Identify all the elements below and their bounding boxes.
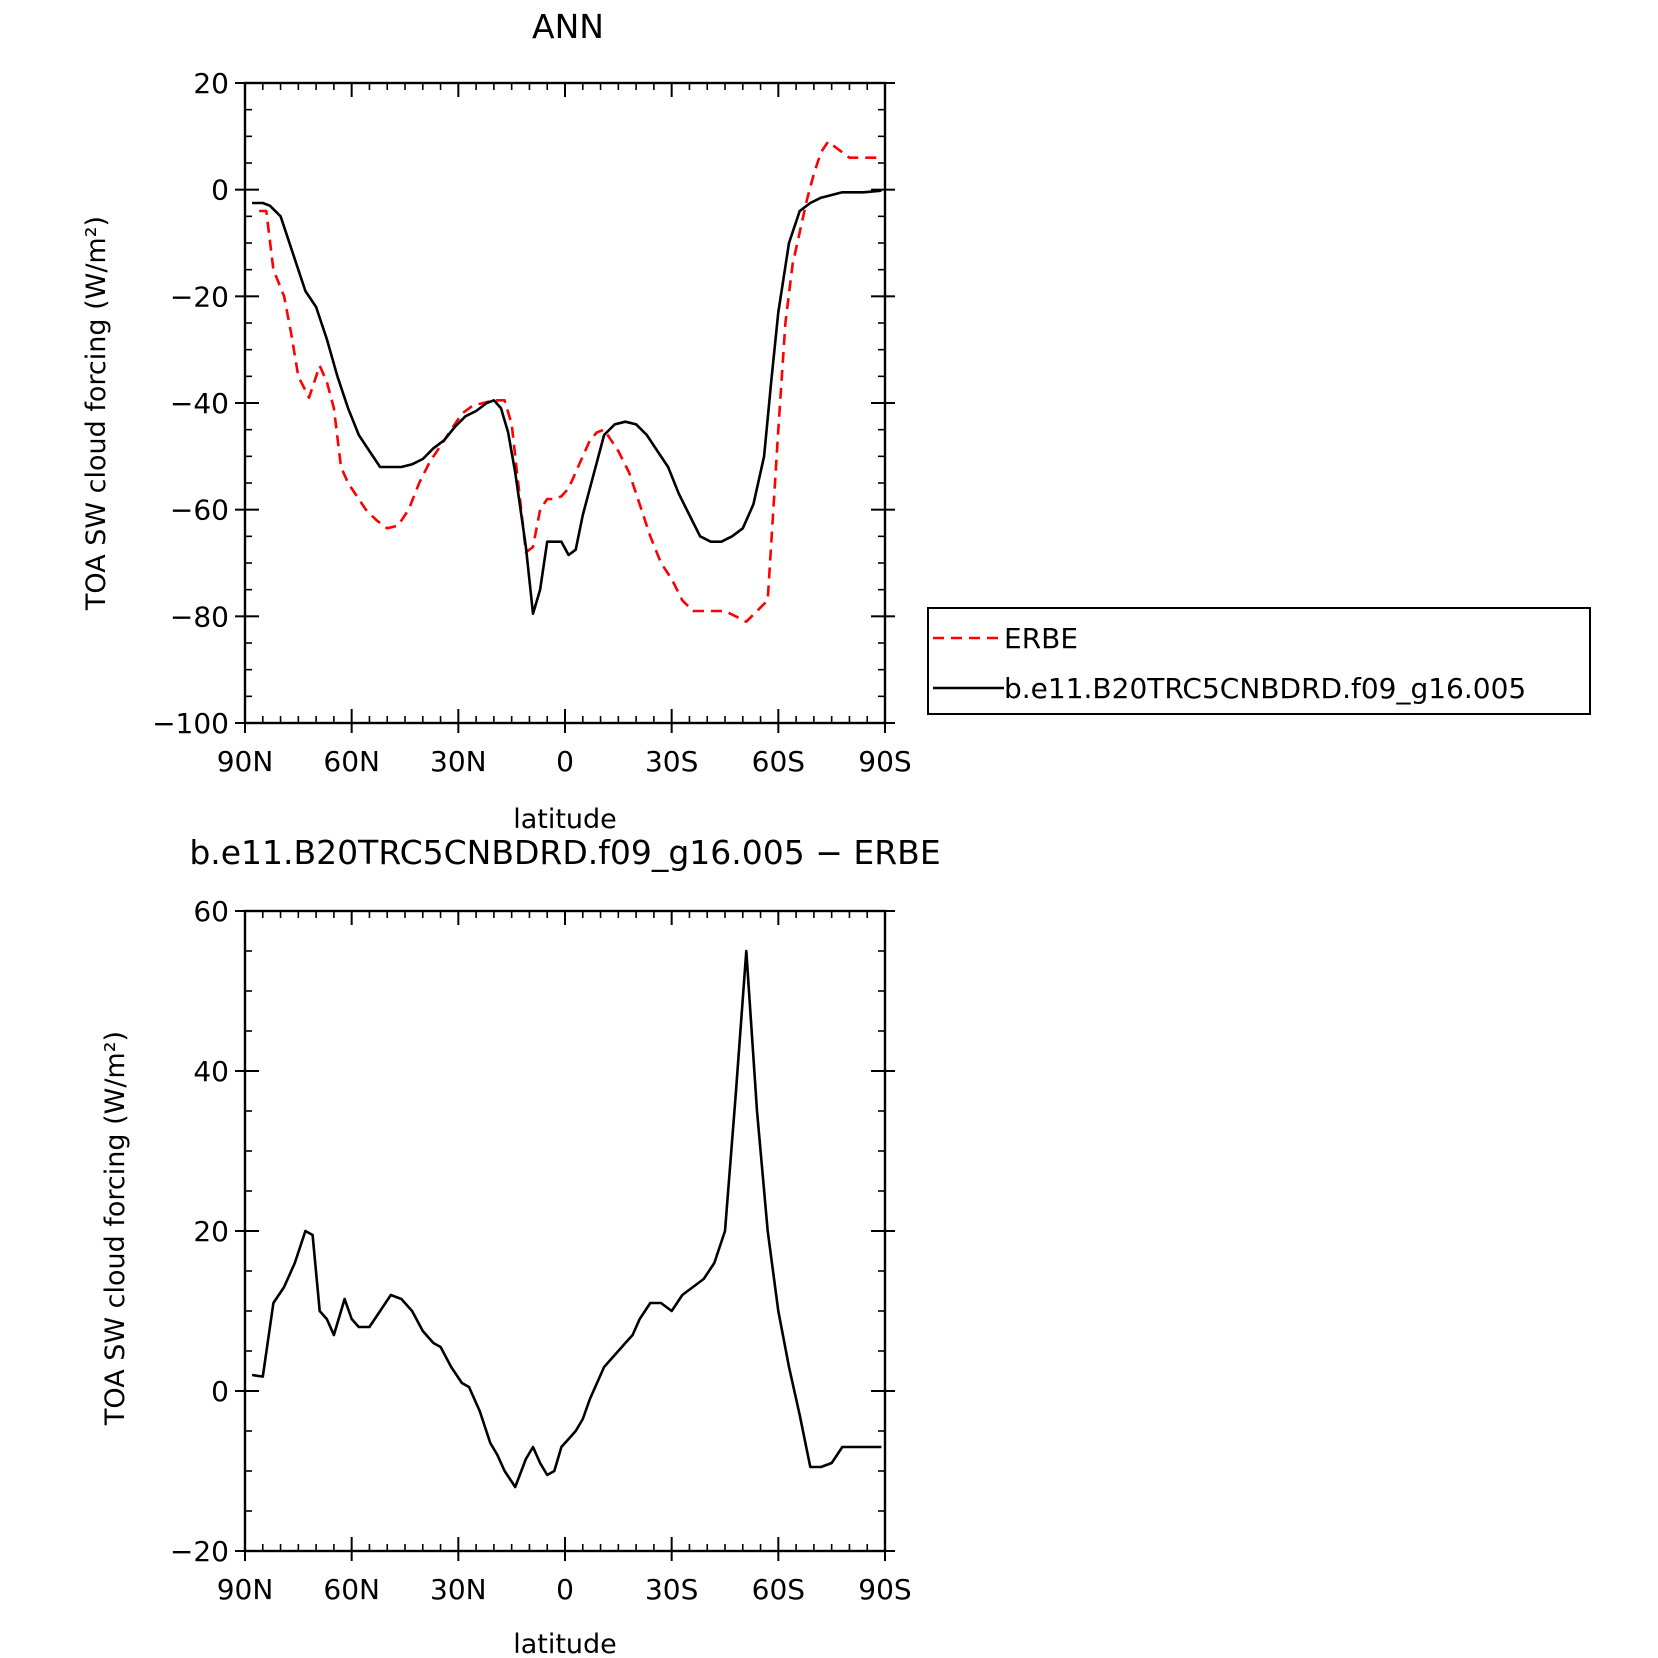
top-panel-frame	[243, 81, 887, 725]
top-panel-series	[252, 140, 882, 624]
top-ytick-label: −80	[170, 600, 229, 633]
bottom-panel-ticks	[235, 910, 895, 1561]
bottom-xtick-label: 90N	[217, 1573, 274, 1606]
bottom-panel: b.e11.B20TRC5CNBDRD.f09_g16.005 − ERBE 9…	[100, 833, 941, 1658]
legend-erbe-label: ERBE	[1004, 622, 1078, 655]
bottom-panel-xlabel: latitude	[513, 1629, 617, 1658]
bottom-series-line-0	[251, 949, 882, 1489]
top-xtick-label: 30S	[645, 745, 698, 778]
top-panel-title: ANN	[532, 7, 604, 46]
top-ytick-label: −40	[170, 387, 229, 420]
bottom-panel-series	[251, 949, 882, 1489]
top-panel-tick-labels: 90N 60N 30N 0 30S 60S 90S 20 0 −20 −40 −60 −80 −100	[152, 67, 912, 778]
bottom-ytick-label: 20	[193, 1215, 229, 1248]
top-ytick-label: −100	[152, 707, 229, 740]
legend-box	[927, 607, 1591, 715]
top-panel-ylabel: TOA SW cloud forcing (W/m²)	[81, 216, 112, 611]
top-ytick-label: −20	[170, 280, 229, 313]
top-xtick-label: 60N	[323, 745, 380, 778]
bottom-xtick-label: 90S	[858, 1573, 911, 1606]
bottom-xtick-label: 60S	[752, 1573, 805, 1606]
bottom-xtick-label: 30S	[645, 1573, 698, 1606]
top-series-line-1	[252, 189, 882, 616]
top-ytick-label: 0	[211, 174, 229, 207]
bottom-xtick-label: 30N	[430, 1573, 487, 1606]
top-xtick-label: 90N	[217, 745, 274, 778]
bottom-ytick-label: 0	[211, 1375, 229, 1408]
top-xtick-label: 60S	[752, 745, 805, 778]
bottom-ytick-label: 60	[193, 895, 229, 928]
top-series-line-0	[259, 140, 878, 624]
top-ytick-label: −60	[170, 494, 229, 527]
legend-model-label: b.e11.B20TRC5CNBDRD.f09_g16.005	[1004, 672, 1526, 705]
top-xtick-label: 90S	[858, 745, 911, 778]
top-xtick-label: 30N	[430, 745, 487, 778]
bottom-xtick-label: 0	[556, 1573, 574, 1606]
bottom-ytick-label: −20	[170, 1535, 229, 1568]
bottom-xtick-label: 60N	[323, 1573, 380, 1606]
bottom-panel-frame	[243, 909, 887, 1553]
top-panel: ANN 90N 60N 30N 0 30S 60S 90S 20 0 −20 −40 −60 −80 −1…	[81, 7, 912, 835]
top-panel-xlabel: latitude	[513, 804, 617, 835]
top-xtick-label: 0	[556, 745, 574, 778]
bottom-panel-ylabel: TOA SW cloud forcing (W/m²)	[100, 1031, 131, 1426]
top-ytick-label: 20	[193, 67, 229, 100]
bottom-panel-title: b.e11.B20TRC5CNBDRD.f09_g16.005 − ERBE	[189, 833, 940, 872]
bottom-ytick-label: 40	[193, 1055, 229, 1088]
bottom-panel-tick-labels: 90N 60N 30N 0 30S 60S 90S 60 40 20 0 −20	[170, 895, 912, 1606]
legend: ERBE b.e11.B20TRC5CNBDRD.f09_g16.005	[927, 607, 1591, 715]
